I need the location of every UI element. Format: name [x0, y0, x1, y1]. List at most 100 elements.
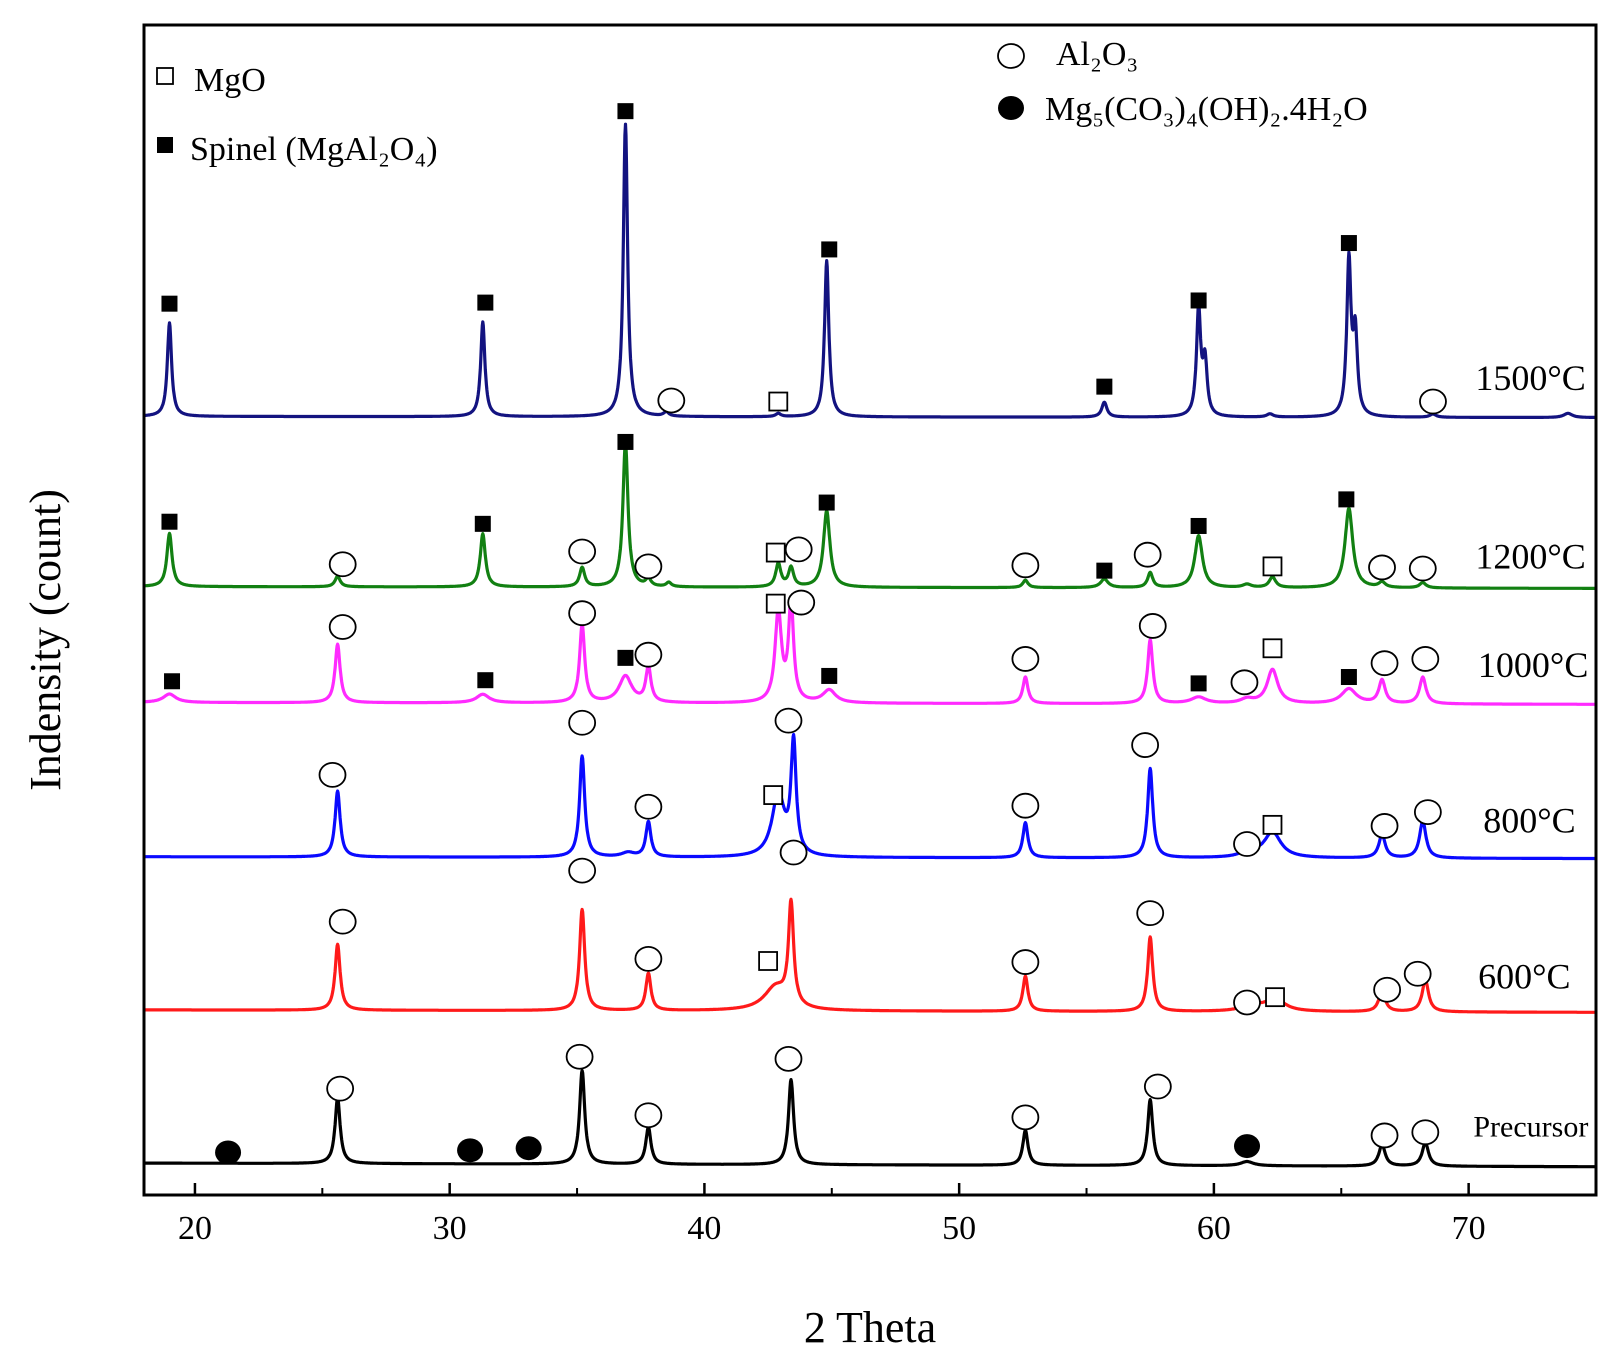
marker-open-square-1200c-13 [1262, 556, 1283, 577]
marker-open-circle-1000c-10 [1138, 613, 1167, 639]
marker-filled-square-1500c-6 [1096, 378, 1113, 395]
x-axis-label: 2 Theta [804, 1303, 936, 1352]
series-curves [142, 122, 1598, 1169]
marker-filled-square-1200c-4 [617, 433, 634, 450]
marker-filled-square-1500c-8 [1340, 235, 1357, 252]
x-tick-label-40: 40 [687, 1210, 721, 1247]
y-axis-label: Indensity (count) [21, 489, 70, 791]
series-line-800c [142, 732, 1598, 861]
marker-open-circle-800c-4 [774, 707, 803, 734]
marker-open-square-1500c-4 [768, 391, 789, 412]
marker-open-circle-1200c-9 [1011, 552, 1040, 579]
marker-open-circle-600c-1 [568, 857, 597, 884]
series-labels: Precursor 600°C 800°C 1000°C 1200°C 1500°C [1473, 358, 1588, 1144]
marker-open-circle-800c-9 [1370, 813, 1399, 839]
marker-open-square-800c-3 [763, 785, 784, 805]
marker-open-circle-1200c-3 [568, 538, 597, 565]
marker-filled-square-1000c-2 [477, 672, 494, 689]
legend-item-spinel: Spinel (MgAl₂O₄) [157, 131, 438, 168]
legend-label-mg-carbonate: Mg₅(CO₃)₄(OH)₂.4H₂O [1045, 91, 1368, 128]
marker-open-circle-800c-1 [568, 709, 597, 736]
marker-open-square-1000c-6 [765, 593, 786, 614]
x-tick-label-20: 20 [178, 1210, 212, 1247]
series-line-1200c [142, 441, 1598, 590]
marker-filled-square-1500c-7 [1190, 292, 1207, 309]
series-line-600c [142, 897, 1598, 1014]
marker-open-square-600c-3 [758, 951, 779, 971]
marker-filled-square-1000c-14 [1340, 669, 1357, 686]
x-tick-label-30: 30 [433, 1210, 467, 1247]
marker-open-circle-1000c-12 [1230, 669, 1259, 696]
marker-open-circle-800c-0 [318, 761, 347, 788]
plot-frame [142, 23, 1598, 1197]
marker-open-circle-600c-2 [634, 945, 663, 972]
marker-open-circle-600c-10 [1403, 960, 1432, 987]
marker-open-circle-precursor-10 [1370, 1122, 1399, 1149]
legend-item-mgo: MgO [156, 62, 266, 99]
legend-label-mgo: MgO [194, 62, 266, 99]
series-line-1500c [142, 122, 1598, 420]
marker-open-circle-precursor-1 [326, 1075, 355, 1102]
marker-filled-square-1000c-11 [1190, 675, 1207, 692]
marker-open-circle-1200c-1 [328, 551, 357, 578]
series-label-1200c: 1200°C [1475, 537, 1585, 577]
marker-filled-square-1500c-2 [617, 103, 634, 120]
legend-item-al2o3: Al₂O₃ [997, 36, 1138, 73]
marker-open-circle-1200c-11 [1133, 541, 1162, 568]
marker-filled-square-1200c-10 [1096, 562, 1113, 579]
marker-open-circle-1000c-9 [1011, 646, 1040, 672]
marker-open-circle-1500c-3 [657, 387, 686, 414]
marker-open-circle-800c-7 [1233, 831, 1261, 857]
marker-open-circle-600c-4 [779, 839, 808, 866]
marker-open-circle-800c-10 [1413, 799, 1442, 825]
legend-filled-circle-icon [998, 96, 1024, 120]
x-tick-label-50: 50 [942, 1210, 976, 1247]
legend-label-spinel: Spinel (MgAl₂O₄) [190, 131, 438, 168]
series-line-precursor [142, 1068, 1598, 1169]
legend-item-mg-carbonate: Mg₅(CO₃)₄(OH)₂.4H₂O [998, 91, 1368, 128]
marker-open-circle-1200c-7 [784, 536, 813, 563]
marker-open-circle-1200c-5 [634, 553, 663, 580]
phase-markers [161, 103, 1447, 1165]
x-axis-ticks: 20 30 40 50 60 70 [178, 1183, 1486, 1247]
series-line-1000c [142, 595, 1598, 706]
marker-filled-square-1500c-1 [477, 294, 494, 311]
marker-open-circle-600c-5 [1011, 949, 1040, 975]
marker-open-circle-1500c-9 [1419, 388, 1447, 415]
marker-open-circle-1000c-16 [1411, 646, 1440, 672]
series-label-1000c: 1000°C [1478, 645, 1588, 685]
series-label-600c: 600°C [1478, 957, 1570, 997]
x-tick-label-70: 70 [1452, 1210, 1486, 1247]
marker-open-circle-1000c-15 [1370, 650, 1399, 677]
marker-open-circle-800c-5 [1011, 792, 1040, 819]
marker-filled-circle-precursor-9 [1234, 1134, 1261, 1159]
marker-open-circle-precursor-11 [1411, 1119, 1440, 1146]
series-label-precursor: Precursor [1473, 1111, 1588, 1144]
marker-open-circle-1000c-1 [328, 614, 357, 640]
marker-filled-square-1200c-12 [1190, 517, 1207, 534]
series-label-800c: 800°C [1483, 800, 1575, 840]
marker-filled-square-1000c-0 [164, 673, 181, 690]
marker-open-circle-precursor-7 [1011, 1104, 1040, 1131]
marker-filled-square-1200c-2 [474, 515, 491, 532]
marker-filled-square-1200c-0 [161, 513, 178, 530]
marker-filled-circle-precursor-2 [457, 1138, 484, 1163]
marker-filled-square-1200c-8 [818, 494, 835, 511]
legend-label-al2o3: Al₂O₃ [1056, 36, 1138, 73]
x-tick-label-60: 60 [1197, 1210, 1231, 1247]
marker-open-circle-1200c-16 [1408, 555, 1437, 582]
marker-open-circle-1000c-5 [634, 641, 663, 668]
marker-open-circle-600c-9 [1373, 976, 1402, 1003]
marker-open-circle-1000c-7 [787, 589, 816, 616]
marker-open-circle-precursor-6 [774, 1045, 803, 1072]
legend: MgO Spinel (MgAl₂O₄) Al₂O₃ Mg₅(CO₃)₄(OH)… [156, 36, 1368, 168]
marker-filled-square-1000c-8 [821, 667, 838, 684]
marker-open-circle-precursor-5 [634, 1102, 663, 1129]
marker-open-circle-600c-6 [1136, 900, 1165, 927]
marker-open-circle-1000c-3 [568, 600, 597, 627]
marker-open-circle-600c-7 [1233, 989, 1261, 1016]
marker-open-circle-precursor-8 [1143, 1073, 1172, 1100]
marker-open-square-1000c-13 [1262, 638, 1283, 659]
marker-filled-square-1200c-14 [1338, 491, 1355, 508]
